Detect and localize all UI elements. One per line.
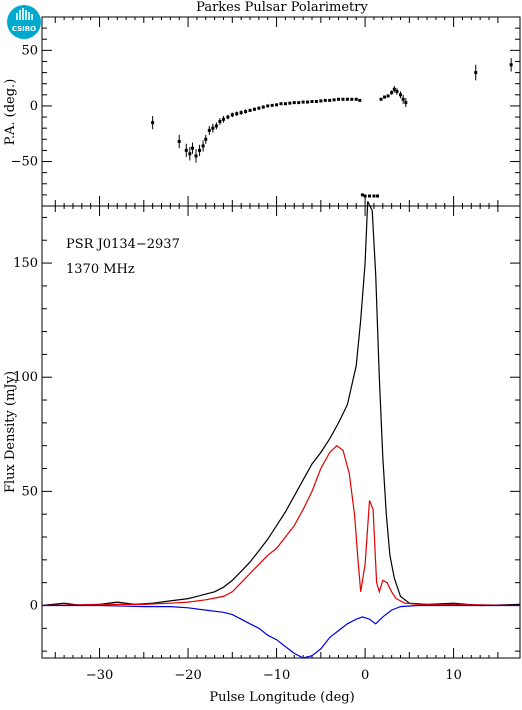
pa-data-point	[399, 93, 402, 97]
pa-data-point	[392, 87, 396, 91]
pa-data-point	[214, 124, 218, 128]
csiro-logo-bars	[16, 8, 33, 20]
pa-data-point	[226, 115, 230, 119]
csiro-logo: CSIRO	[7, 5, 41, 39]
pa-data-point	[358, 98, 362, 102]
flux-y-tick-label: 0	[30, 598, 38, 613]
pa-data-point	[360, 193, 364, 197]
pa-data-point	[341, 97, 345, 101]
pa-data-point	[350, 97, 354, 101]
pa-data-point	[194, 154, 198, 158]
flux-series-group	[41, 201, 521, 659]
pa-data-point	[404, 101, 408, 105]
pa-data-point	[230, 113, 234, 117]
pa-data-point	[239, 111, 243, 115]
flux-y-tick-label: 100	[13, 370, 38, 385]
pa-data-point	[395, 89, 399, 93]
pa-data-point	[151, 121, 155, 125]
circular-polarization-line	[42, 604, 520, 659]
x-tick-label: −30	[86, 668, 113, 683]
x-axis-label: Pulse Longitude (deg)	[209, 690, 354, 705]
pa-data-point	[383, 95, 387, 99]
pa-data-point	[509, 63, 513, 67]
pa-data-point	[345, 97, 349, 101]
pa-data-point	[201, 144, 205, 148]
pa-data-point	[310, 99, 314, 103]
pa-data-point	[252, 107, 256, 111]
pa-y-tick-label: 0	[30, 99, 38, 114]
frequency-annotation: 1370 MHz	[66, 262, 135, 277]
pa-data-point	[221, 117, 225, 121]
pa-data-point	[184, 148, 188, 152]
pa-data-point	[218, 120, 222, 124]
pa-data-point	[306, 100, 310, 104]
pa-data-point	[363, 194, 367, 198]
flux-y-tick-label: 150	[13, 256, 38, 271]
pa-data-point	[292, 101, 296, 105]
pa-data-point	[319, 99, 323, 103]
pa-data-point	[188, 152, 192, 156]
pa-data-point	[211, 126, 215, 130]
pa-data-point	[328, 98, 332, 102]
x-tick-label: −10	[263, 668, 290, 683]
pa-data-point	[257, 106, 261, 110]
pa-data-point	[297, 101, 301, 105]
chart-title: Parkes Pulsar Polarimetry	[196, 0, 368, 15]
pa-data-point	[248, 108, 252, 112]
flux-panel-frame	[41, 205, 521, 659]
pa-data-point	[368, 194, 372, 198]
pa-data-point	[204, 137, 208, 141]
pa-data-point	[190, 146, 194, 150]
pa-data-point	[379, 97, 383, 101]
linear-polarization-line	[41, 444, 521, 607]
pa-data-point	[375, 194, 379, 198]
pa-data-point	[474, 71, 478, 75]
flux-y-tick-label: 50	[21, 484, 38, 499]
pa-y-axis-label: P.A. (deg.)	[3, 79, 18, 146]
pa-data-point	[198, 148, 202, 152]
pa-data-point	[386, 94, 390, 98]
pa-data-point	[279, 102, 283, 106]
pa-y-tick-label: 50	[21, 43, 38, 58]
x-tick-label: −20	[174, 668, 201, 683]
pa-data-point	[314, 99, 318, 103]
pa-data-point	[261, 105, 265, 109]
pa-data-point	[390, 91, 394, 95]
pa-axis-ticks: −50 0 50	[11, 16, 520, 207]
total-intensity-line	[41, 201, 521, 607]
pulsar-name-annotation: PSR J0134−2937	[66, 237, 180, 252]
pa-data-point	[323, 98, 327, 102]
pa-data-point	[266, 104, 270, 108]
x-tick-label: 10	[445, 668, 462, 683]
pa-data-point	[337, 97, 341, 101]
pa-data-point	[270, 103, 274, 107]
pa-data-points	[151, 58, 513, 198]
pa-panel-frame	[41, 16, 521, 207]
pa-data-point	[283, 102, 287, 106]
pa-y-tick-label: −50	[11, 155, 38, 170]
csiro-logo-circle	[7, 5, 41, 39]
pa-data-point	[207, 128, 211, 132]
flux-y-axis-label: Flux Density (mJy)	[3, 371, 18, 493]
pa-data-point	[401, 97, 405, 101]
pa-data-point	[288, 101, 292, 105]
pa-data-point	[332, 98, 336, 102]
pa-data-point	[301, 100, 305, 104]
pa-data-point	[354, 97, 358, 101]
x-tick-label: 0	[361, 668, 369, 683]
pa-data-point	[244, 110, 248, 113]
pa-data-point	[235, 112, 239, 116]
pa-data-point	[177, 140, 181, 144]
csiro-logo-text: CSIRO	[12, 25, 36, 33]
pa-data-point	[372, 194, 376, 198]
pa-data-point	[275, 103, 279, 107]
